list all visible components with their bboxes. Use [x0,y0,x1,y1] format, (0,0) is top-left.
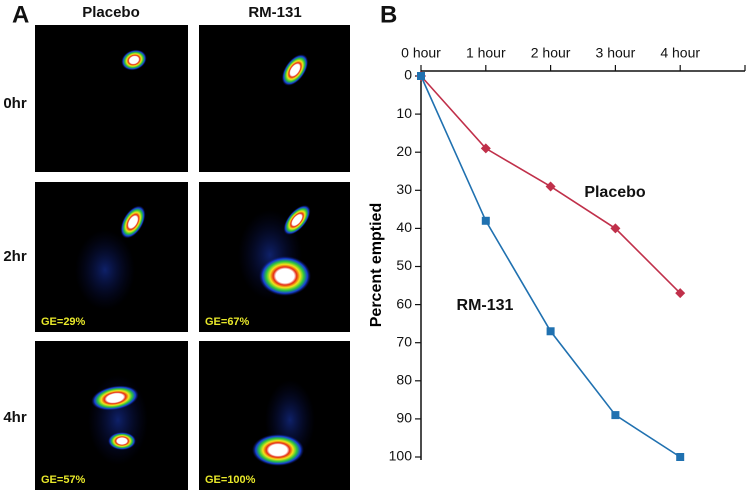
column-header: Placebo [82,4,140,21]
y-tick-label: 80 [396,372,412,388]
tracer-blob [108,432,136,450]
series-label: RM-131 [457,297,514,314]
row-header: 4hr [3,409,27,426]
x-tick-label: 0 hour [401,45,441,61]
y-tick-label: 70 [396,333,412,349]
ge-label: GE=100% [205,474,256,486]
data-point [480,143,491,154]
scan-image [199,25,350,172]
x-tick-label: 3 hour [596,45,636,61]
ge-label: GE=29% [41,316,86,328]
y-tick-label: 100 [389,448,413,464]
data-point [676,453,685,461]
data-point [546,327,555,336]
tracer-blob [121,49,147,71]
tracer-blob [120,205,146,239]
series-line [420,75,681,458]
tracer-blob [283,205,311,235]
ge-label: GE=57% [41,474,86,486]
column-header: RM-131 [248,4,301,21]
row-header: 0hr [3,95,27,112]
y-tick-label: 50 [396,257,412,273]
data-point [481,216,490,225]
tracer-blob [259,256,311,296]
scan-images [35,25,350,490]
data-point [610,223,621,234]
y-tick-label: 40 [396,219,412,235]
y-tick-label: 10 [396,105,412,121]
panel-label: B [380,1,397,28]
x-tick-label: 4 hour [660,45,700,61]
tracer-blob [281,54,309,86]
x-tick-label: 1 hour [466,45,506,61]
scan-image [35,25,188,172]
data-point [675,288,686,299]
y-tick-label: 30 [396,181,412,197]
tracer-blob [252,434,304,466]
ge-label: GE=67% [205,316,250,328]
y-tick-label: 90 [396,410,412,426]
y-axis-label: Percent emptied [368,203,385,327]
series-label: Placebo [584,184,646,201]
data-point [545,181,556,192]
tracer-glow [75,230,135,310]
tracer-blob [91,385,139,411]
x-tick-label: 2 hour [531,45,571,61]
data-point [611,411,620,420]
data-point [417,72,425,80]
y-tick-label: 20 [396,143,412,159]
row-header: 2hr [3,248,27,265]
y-tick-label: 0 [404,67,412,83]
panel-label: A [12,1,29,28]
y-tick-label: 60 [396,295,412,311]
